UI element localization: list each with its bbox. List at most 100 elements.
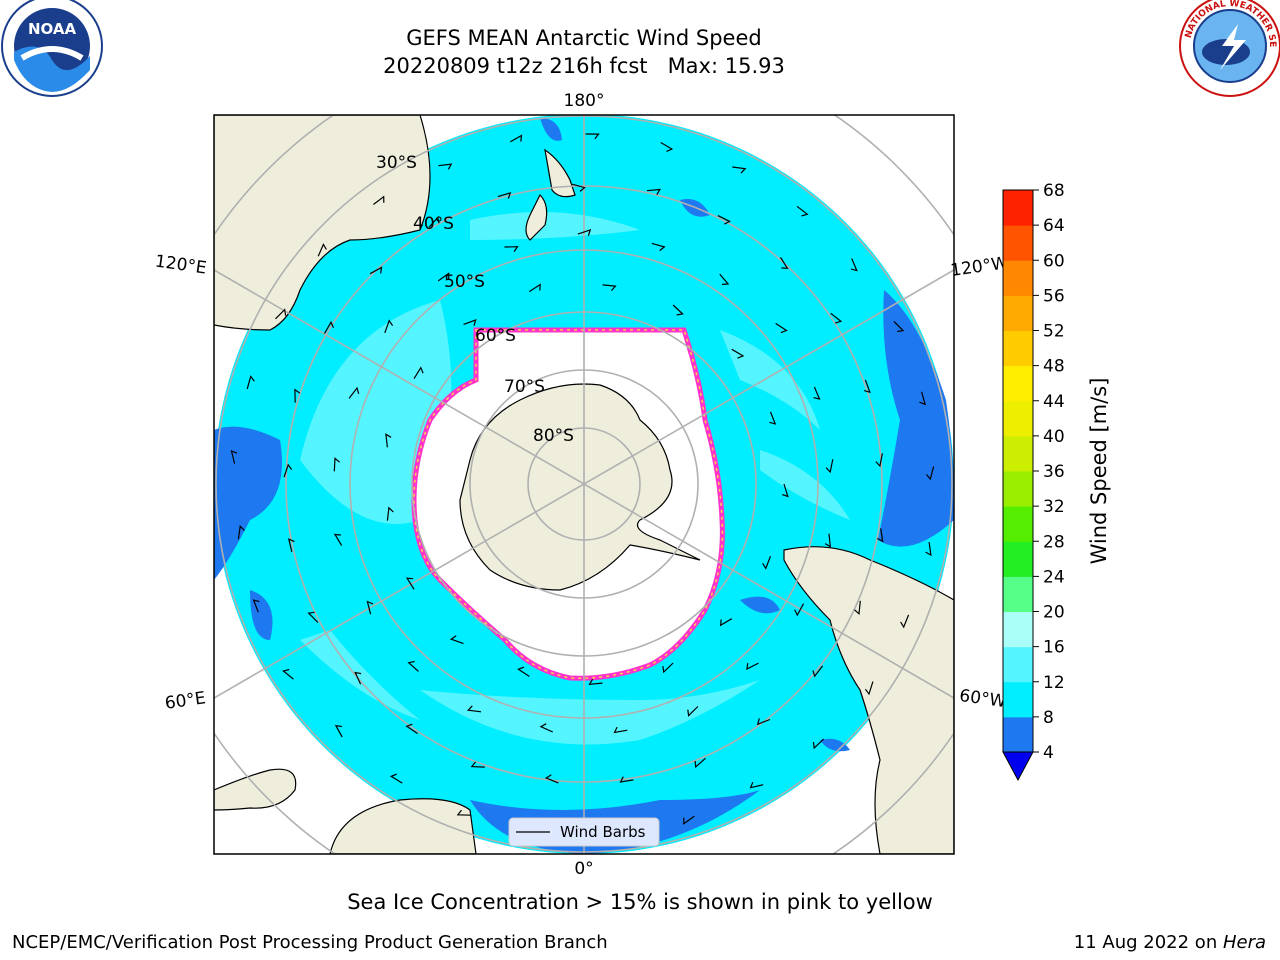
wind-barb [509,134,523,143]
wind-barb [926,466,935,481]
wind-barb [651,242,666,252]
wind-barb [683,815,695,825]
colorbar-tick-label: 32 [1043,497,1065,517]
wind-barb [864,681,874,696]
lat-label-70s: 70°S [504,377,545,397]
wind-barb [504,246,519,252]
longitude-grid [214,115,954,854]
wind-barb [466,705,482,713]
wind-barb [237,525,245,540]
wind-barb [813,386,821,400]
noaa-logo: NOAA [1,0,103,97]
chart-title: GEFS MEAN Antarctic Wind Speed [406,26,762,50]
wind-barb [812,738,825,750]
colorbar-tick-label: 44 [1043,392,1065,412]
wind-barb [830,312,843,324]
wind-barb [470,761,485,768]
wind-barb [824,533,832,548]
colorbar-bin [1003,365,1033,402]
colorbar-tick-label: 24 [1043,567,1065,587]
wind-barb [762,555,772,570]
footer-date-text: 11 Aug 2022 on [1073,932,1223,953]
wind-barb [588,678,603,686]
wind-barbs [230,133,935,835]
map-frame [213,114,955,855]
chart-subtitle: 20220809 t12z 216h fcst Max: 15.93 [383,54,785,78]
colorbar-tick-label: 52 [1043,322,1065,342]
wind-barb [660,141,674,152]
colorbar-tick-label: 20 [1043,603,1065,623]
colorbar-tick-label: 16 [1043,638,1065,658]
wind-barb [850,258,858,272]
colorbar-bin [1003,611,1033,648]
wind-barb [732,166,747,174]
colorbar-bin [1003,681,1033,718]
wind-barb [717,215,731,225]
wind-barb [334,724,343,738]
wind-barb [456,809,471,816]
wind-barb [428,216,440,228]
wind-barb [230,450,238,464]
lon-label-60e: 60°E [164,688,207,713]
wind-barb [528,283,541,293]
land-madagascar [214,768,297,811]
wind-barb [919,391,926,406]
colorbar-tick-label: 12 [1043,673,1065,693]
wind-barb [746,662,759,671]
wind-barb [577,228,592,236]
wind-barb [405,723,418,734]
wind-barb [775,322,788,334]
wind-barb [333,533,343,546]
wind-barb [282,668,294,680]
wind-barb [782,483,789,498]
wind-barb [354,671,362,685]
lat-label-50s: 50°S [444,272,485,292]
colorbar-tick-label: 40 [1043,427,1065,447]
wind-barb [825,459,834,474]
wind-barb [294,388,301,403]
wind-barb [373,195,385,205]
colorbar-bin [1003,190,1033,226]
land-new-zealand [525,148,576,241]
wind-barb [539,723,554,733]
wind-barb [794,603,805,617]
lon-label-120w: 120°W [949,253,1009,281]
wind-barb [687,706,699,717]
colorbar-bin [1003,295,1033,331]
wind-barb [369,266,383,275]
colorbar-tick-label: 56 [1043,286,1065,306]
wind-barb [769,411,777,425]
wind-barb [463,319,477,326]
lon-label-0: 0° [574,859,593,879]
lat-label-60s: 60°S [475,326,516,346]
wind-barb [384,319,394,334]
map-legend: Wind Barbs [508,817,660,847]
colorbar-tick-label: 4 [1043,743,1054,763]
wind-barb [662,662,674,674]
colorbar-bin [1003,716,1033,753]
wind-barb [413,366,424,380]
lon-label-180: 180° [564,91,605,111]
colorbar-bin [1003,260,1033,296]
wind-barb [694,757,706,769]
wind-barb [497,191,512,199]
colorbar-tick-label: 60 [1043,251,1065,271]
colorbar-bin [1003,576,1033,612]
wind-barb [756,718,771,726]
wind-barb [307,611,319,623]
wind-barb [619,776,634,783]
footer-date: 11 Aug 2022 on Hera [1074,932,1266,953]
colorbar-tick-label: 28 [1043,532,1065,552]
colorbar-tick-label: 36 [1043,462,1065,482]
wind-barb [275,308,287,320]
wind-barb [405,577,415,590]
wind-barb [252,599,260,613]
wind-barb [323,320,335,334]
colorbar-bin [1003,506,1033,542]
lat-label-80s: 80°S [533,426,574,446]
wind-barb [719,273,730,285]
wind-barb [613,726,628,734]
wind-barb [875,453,883,468]
land-africa [329,798,477,854]
colorbar-label: Wind Speed [m/s] [1087,378,1111,565]
